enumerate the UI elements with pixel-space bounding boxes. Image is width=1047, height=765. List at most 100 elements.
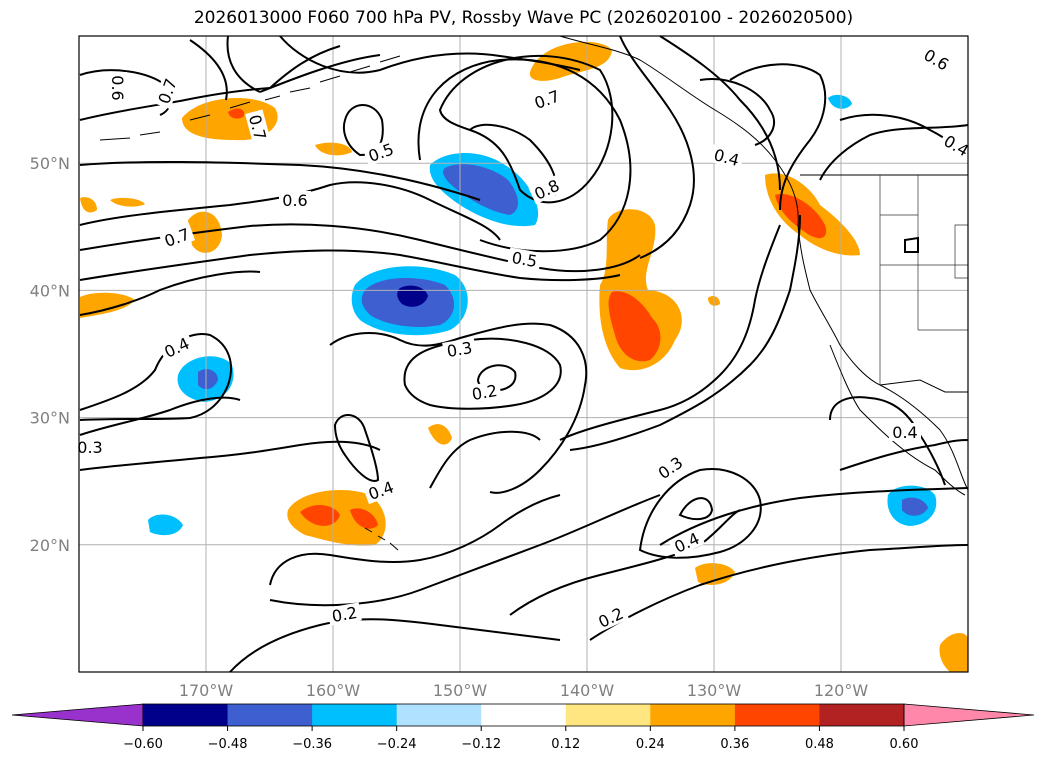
colorbar-extend-min bbox=[11, 703, 144, 727]
contour-label-bg bbox=[245, 109, 271, 146]
contour-label-bg bbox=[109, 72, 127, 104]
contour-line bbox=[829, 396, 946, 486]
lat-label: 30°N bbox=[30, 409, 70, 428]
pv-negative-anomaly bbox=[902, 497, 928, 516]
contour-label: 0.4 bbox=[712, 145, 742, 170]
contour-label: 0.2 bbox=[330, 603, 358, 626]
contour-line bbox=[79, 440, 381, 471]
map-title: 2026013000 F060 700 hPa PV, Rossby Wave … bbox=[193, 8, 854, 28]
contour-line bbox=[79, 333, 232, 421]
colorbar-tick-label: 0.12 bbox=[551, 737, 580, 752]
latitude-labels: 50°N 40°N 30°N 20°N bbox=[30, 154, 70, 555]
contour-line bbox=[342, 104, 384, 157]
contour-line bbox=[559, 224, 781, 441]
lon-label: 130°W bbox=[687, 681, 742, 700]
contour-line bbox=[904, 236, 919, 253]
lat-label: 20°N bbox=[30, 536, 70, 555]
pv-positive-anomaly bbox=[428, 424, 452, 445]
contour-label-bg bbox=[668, 527, 706, 558]
colorbar-tick-label: 0.48 bbox=[805, 737, 834, 752]
pv-contours bbox=[79, 35, 969, 673]
contour-label-bg bbox=[327, 602, 362, 626]
hawaii bbox=[364, 527, 399, 551]
contour-label-bg bbox=[528, 174, 566, 205]
contour-line bbox=[79, 249, 621, 282]
contour-label: 0.5 bbox=[510, 248, 538, 271]
colorbar: −0.60 −0.48 −0.36 −0.24 −0.12 0.12 0.24 0.36 0.4… bbox=[11, 703, 1035, 752]
pv-positive-anomaly bbox=[939, 633, 968, 672]
contour-label-bg bbox=[74, 438, 106, 456]
contour-line bbox=[729, 63, 827, 211]
colorbar-segment bbox=[819, 704, 905, 726]
contour-label-bg bbox=[918, 43, 955, 76]
contour-line bbox=[226, 35, 381, 93]
pv-positive-anomaly bbox=[529, 41, 612, 81]
colorbar-tick-label: −0.36 bbox=[292, 737, 332, 752]
contour-label-bg bbox=[592, 602, 630, 633]
pv-negative-anomaly bbox=[148, 514, 183, 536]
colorbar-segment bbox=[734, 704, 820, 726]
contour-label-bg bbox=[158, 223, 196, 252]
contour-label-bg bbox=[467, 380, 502, 404]
contour-line bbox=[79, 270, 261, 316]
contour-line bbox=[589, 544, 969, 641]
pv-positive-anomaly bbox=[695, 563, 735, 585]
contour-label-bg bbox=[708, 144, 745, 170]
colorbar-segment bbox=[565, 704, 651, 726]
contour-line bbox=[429, 430, 541, 489]
colorbar-tick-label: −0.60 bbox=[123, 737, 163, 752]
contour-line bbox=[417, 58, 632, 253]
lon-label: 160°W bbox=[306, 681, 361, 700]
lon-label: 170°W bbox=[179, 681, 234, 700]
colorbar-tick-label: 0.24 bbox=[636, 737, 665, 752]
pv-positive-anomaly bbox=[300, 504, 340, 526]
contour-label-bg bbox=[158, 332, 196, 363]
contour-label-bg bbox=[938, 129, 975, 162]
contour-label-bg bbox=[507, 247, 542, 271]
pv-positive-anomaly bbox=[608, 291, 661, 362]
contour-label-bg bbox=[362, 138, 400, 167]
pv-negative-anomaly bbox=[828, 94, 852, 109]
contour-line bbox=[509, 509, 741, 616]
lat-label: 50°N bbox=[30, 154, 70, 173]
contour-line bbox=[79, 181, 501, 241]
lon-label: 120°W bbox=[814, 681, 869, 700]
colorbar-segment bbox=[227, 704, 313, 726]
contour-labels: 0.6 0.70.70.50.70.80.60.70.50.4 0.30.20.30… bbox=[74, 43, 975, 633]
pv-positive-anomaly bbox=[80, 197, 97, 213]
contour-line bbox=[229, 618, 561, 673]
colorbar-tick-label: −0.24 bbox=[377, 737, 417, 752]
contour-line bbox=[678, 497, 714, 521]
border-us-mexico bbox=[879, 379, 968, 393]
lat-label: 40°N bbox=[30, 281, 70, 300]
contour-line bbox=[638, 468, 762, 559]
colorbar-outline bbox=[142, 703, 905, 727]
contour-line bbox=[79, 45, 341, 121]
coastline-baja bbox=[829, 344, 966, 496]
contour-label-bg bbox=[889, 423, 921, 441]
colorbar-tick-label: −0.12 bbox=[461, 737, 501, 752]
contour-label: 0.6 bbox=[282, 191, 307, 210]
contour-line bbox=[659, 35, 781, 191]
pv-shading bbox=[80, 41, 968, 672]
contour-label: 0.3 bbox=[445, 338, 473, 361]
contour-label-bg bbox=[362, 476, 400, 505]
map-frame bbox=[78, 35, 969, 673]
lon-label: 140°W bbox=[560, 681, 615, 700]
contour-line bbox=[619, 35, 695, 259]
contour-line bbox=[699, 78, 775, 146]
contour-line bbox=[819, 124, 969, 181]
colorbar-segment bbox=[396, 704, 482, 726]
pv-negative-anomaly bbox=[443, 164, 519, 215]
contour-label: 0.3 bbox=[77, 438, 102, 457]
contour-label-bg bbox=[442, 337, 477, 361]
contour-label-bg bbox=[153, 72, 182, 110]
contour-label-bg bbox=[652, 450, 689, 485]
contour-line bbox=[79, 160, 481, 201]
contour-line bbox=[569, 214, 801, 451]
contour-label-bg bbox=[279, 191, 311, 209]
contour-line bbox=[839, 439, 969, 471]
pv-negative-anomaly bbox=[397, 285, 428, 307]
colorbar-segment bbox=[143, 704, 229, 726]
